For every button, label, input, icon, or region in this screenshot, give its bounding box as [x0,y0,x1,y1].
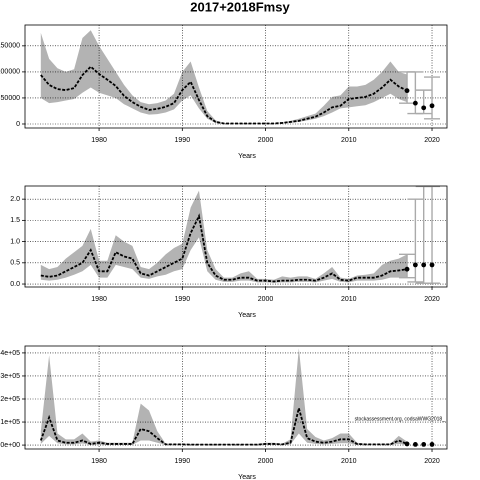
x-tick-label: 2020 [424,296,440,303]
x-axis-label: Years [238,153,256,160]
projection-point [412,262,418,268]
estimate-line [39,404,408,446]
plot-frame [24,345,448,450]
x-tick-label: 2010 [341,458,357,465]
x-axis-label: Years [238,312,256,319]
y-tick-label: 2.0 [10,196,20,203]
y-tick-label: 0.5 [10,260,20,267]
panel: 1980 1990 2000 2010 2020 0e+00 1e+05 2e+05 3e+05… [0,345,448,480]
projection-point [429,441,435,447]
projection-point [421,441,427,447]
x-tick-label: 2020 [424,137,440,144]
y-tick-label: 1.5 [10,217,20,224]
panel: 1980 1990 2000 2010 2020 0 50000 100000 150000 Ye… [0,24,448,160]
y-tick-label: 100000 [0,69,20,76]
y-tick-label: 50000 [1,95,21,102]
x-tick-label: 2020 [424,458,440,465]
y-tick-label: 1e+05 [0,419,20,426]
y-tick-label: 0.0 [10,281,20,288]
projection-point [404,266,410,272]
projection-point [404,441,410,447]
panel: 1980 1990 2000 2010 2020 0.0 0.5 1.0 1.5 2.0 Years [10,185,448,319]
x-tick-label: 2000 [258,296,274,303]
x-tick-label: 1990 [175,458,191,465]
x-tick-label: 1990 [175,296,191,303]
y-tick-label: 4e+05 [0,350,20,357]
x-tick-label: 2000 [258,458,274,465]
y-tick-label: 1.0 [10,238,20,245]
x-tick-label: 2010 [341,296,357,303]
x-tick-label: 1990 [175,137,191,144]
y-tick-label: 150000 [0,43,20,50]
chart-title: 2017+2018Fmsy [190,0,290,14]
projection-point [412,100,418,106]
projection-point [429,262,435,268]
annotation: stockassessment.org, codsaWWG2018_ [355,416,446,422]
y-tick-label: 3e+05 [0,373,20,380]
y-tick-label: 0e+00 [0,442,20,449]
projection-point [421,105,427,111]
x-tick-label: 1980 [91,296,107,303]
projection-point [421,262,427,268]
projection-point [404,88,410,94]
confidence-band [40,348,408,445]
estimate-line [40,65,408,125]
confidence-band [40,30,408,124]
x-tick-label: 2010 [341,137,357,144]
confidence-band [40,190,408,283]
y-tick-label: 0 [16,121,20,128]
plot-frame [24,185,448,288]
projection-point [412,441,418,447]
x-tick-label: 1980 [91,458,107,465]
y-tick-label: 2e+05 [0,396,20,403]
x-axis-label: Years [238,474,256,480]
estimate-line [40,213,408,283]
projection-point [429,103,435,109]
x-tick-label: 1980 [91,137,107,144]
x-tick-label: 2000 [258,137,274,144]
plot-frame [24,24,448,129]
